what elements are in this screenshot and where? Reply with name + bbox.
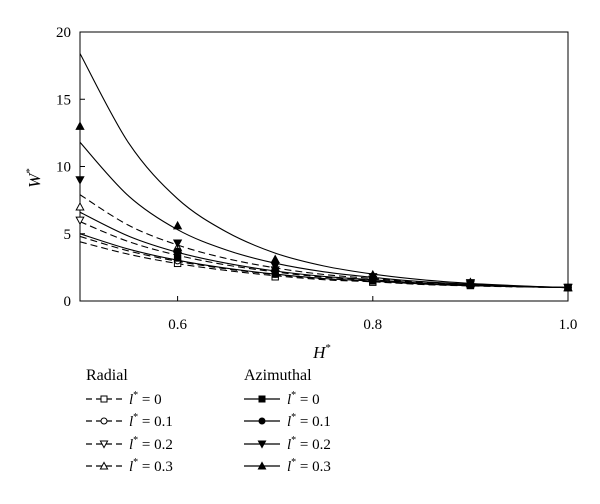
tick-labels: 0.6 0.8 1.0 0 5 10 15 20: [56, 25, 577, 333]
y-tick-label: 20: [56, 25, 71, 41]
legend-heading-azimuthal: Azimuthal: [244, 367, 312, 384]
y-tick-label: 15: [56, 92, 71, 108]
legend-marker-azimuthal-0: [258, 395, 266, 403]
data-point-azimuthal-7-0: [75, 121, 85, 130]
data-markers: [75, 121, 573, 293]
y-tick-label: 0: [64, 294, 72, 310]
radial-curve-3: [80, 194, 568, 289]
radial-curve-2: [80, 221, 568, 289]
data-point-radial-2-0: [75, 216, 85, 226]
data-point-azimuthal-7-1: [172, 220, 183, 230]
fitted-curves: [80, 53, 568, 289]
data-point-azimuthal-7-3: [368, 269, 378, 279]
plot-frame: [79, 31, 569, 302]
azimuthal-curve-6: [80, 141, 568, 289]
data-point-azimuthal-7-2: [270, 254, 280, 264]
legend-label-radial-1: l* = 0.1: [129, 412, 173, 430]
legend-marker-radial-2: [99, 440, 109, 449]
data-point-azimuthal-5-0: [173, 247, 182, 255]
x-tick-label: 1.0: [559, 317, 578, 333]
x-tick-label: 0.6: [168, 317, 187, 333]
legend-label-radial-0: l* = 0: [129, 390, 162, 408]
legend-label-azimuthal-0: l* = 0: [287, 390, 320, 408]
data-point-azimuthal-7-4: [465, 277, 476, 286]
data-point-azimuthal-4-0: [173, 254, 182, 262]
x-axis-title: H*: [312, 342, 331, 362]
legend-marker-radial-3: [99, 461, 109, 470]
legend-label-azimuthal-2: l* = 0.2: [287, 435, 331, 453]
legend-marker-azimuthal-1: [258, 417, 266, 425]
axes: [79, 31, 569, 302]
data-point-radial-3-0: [75, 202, 85, 211]
y-axis-title: W*: [24, 168, 44, 188]
data-point-azimuthal-6-0: [75, 176, 85, 185]
legend-label-azimuthal-1: l* = 0.1: [287, 412, 331, 430]
legend-marker-radial-0: [100, 395, 108, 403]
data-point-azimuthal-6-1: [172, 239, 183, 249]
legend-label-azimuthal-3: l* = 0.3: [287, 457, 331, 475]
legend-heading-radial: Radial: [86, 367, 128, 384]
legend-marker-radial-1: [100, 417, 108, 425]
legend-label-radial-2: l* = 0.2: [129, 435, 173, 453]
y-tick-label: 5: [64, 227, 72, 243]
azimuthal-curve-7: [80, 53, 568, 289]
x-tick-label: 0.8: [363, 317, 382, 333]
legend-marker-azimuthal-3: [257, 461, 267, 470]
legend-marker-azimuthal-2: [257, 440, 267, 449]
azimuthal-curve-5: [80, 211, 568, 289]
data-point-azimuthal-7-5: [563, 282, 573, 292]
y-tick-label: 10: [56, 160, 71, 176]
legend-label-radial-3: l* = 0.3: [129, 457, 173, 475]
